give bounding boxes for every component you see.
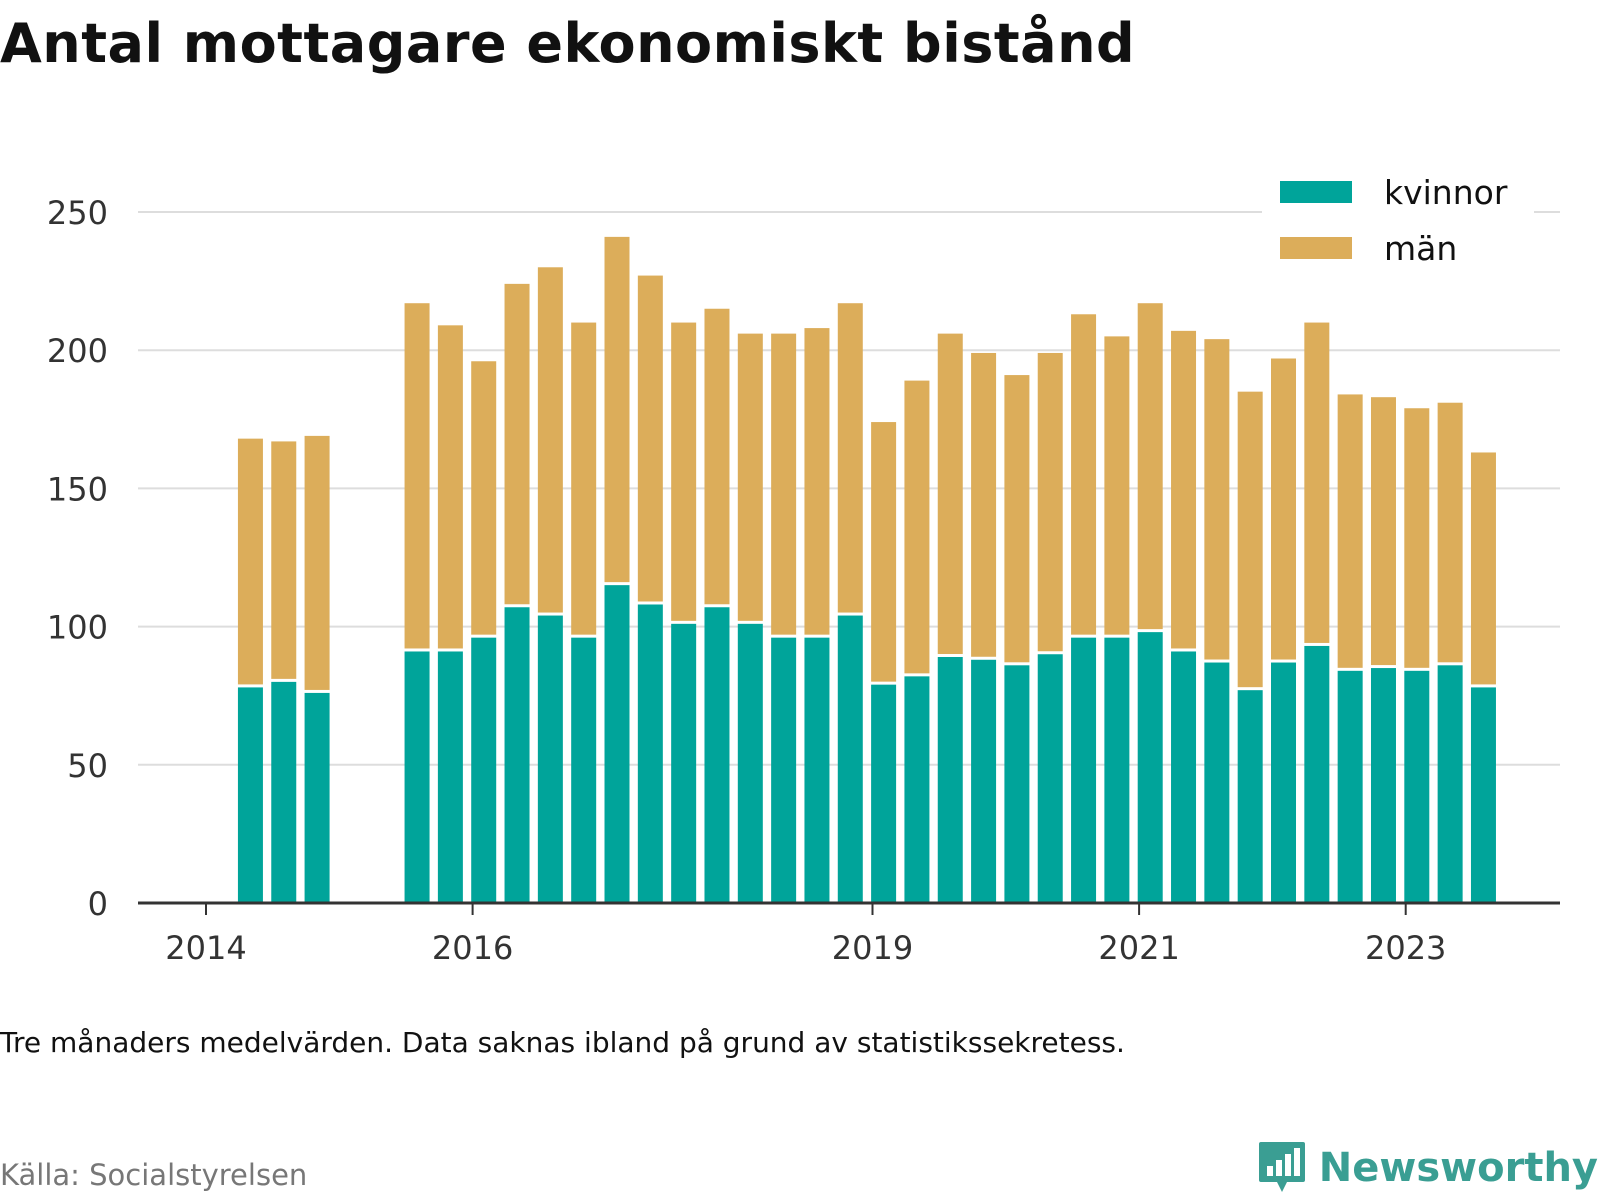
bar-kvinnor <box>1137 632 1163 903</box>
bar-man <box>237 438 263 685</box>
legend-swatch <box>1280 237 1352 259</box>
bar-kvinnor <box>537 615 563 903</box>
bar-kvinnor <box>237 687 263 903</box>
bar-man <box>671 322 697 621</box>
bar-kvinnor <box>1437 665 1463 903</box>
bar-man <box>1171 330 1197 649</box>
y-tick-label: 100 <box>47 609 108 647</box>
bar-kvinnor <box>271 681 297 903</box>
bar-kvinnor <box>1204 662 1230 903</box>
x-axis: 2014 2016 2019 2021 2023 <box>138 901 1560 967</box>
bar-kvinnor <box>804 637 830 903</box>
legend: kvinnor män <box>1262 173 1534 282</box>
x-tick-label: 2016 <box>432 929 513 967</box>
y-tick-label: 50 <box>67 747 108 785</box>
y-tick-label: 150 <box>47 470 108 508</box>
bar-kvinnor <box>1104 637 1130 903</box>
legend-label: män <box>1384 229 1457 268</box>
chart-title: Antal mottagare ekonomiskt bistånd <box>0 12 1136 75</box>
bar-man <box>404 303 430 649</box>
chart-caption: Tre månaders medelvärden. Data saknas ib… <box>0 1026 1125 1059</box>
bar-man <box>604 236 630 583</box>
brand-logo: Newsworthy <box>1257 1140 1598 1196</box>
bar-man <box>1437 402 1463 663</box>
bar-man <box>637 275 663 602</box>
x-tick-label: 2023 <box>1365 929 1446 967</box>
bar-kvinnor <box>771 637 797 903</box>
bar-kvinnor <box>1304 645 1330 903</box>
bar-man <box>571 322 597 635</box>
x-tick-label: 2014 <box>165 929 246 967</box>
bar-kvinnor <box>1337 670 1363 903</box>
brand-name: Newsworthy <box>1318 1145 1598 1191</box>
bar-kvinnor <box>1171 651 1197 903</box>
bar-kvinnor <box>704 607 730 903</box>
bar-man <box>1304 322 1330 643</box>
bar-kvinnor <box>504 607 530 903</box>
newsworthy-logo-icon <box>1258 1142 1305 1192</box>
legend-swatch <box>1280 181 1352 203</box>
bar-man <box>1004 375 1030 663</box>
bar-man <box>1071 314 1097 635</box>
bar-man <box>1337 394 1363 668</box>
bar-man <box>937 333 963 655</box>
bar-kvinnor <box>671 623 697 903</box>
bar-man <box>1104 336 1130 635</box>
bar-kvinnor <box>604 585 630 903</box>
bar-man <box>904 380 930 674</box>
bar-kvinnor <box>1071 637 1097 903</box>
bar-kvinnor <box>1470 687 1496 903</box>
bars <box>237 236 1496 903</box>
bar-man <box>771 333 797 635</box>
y-tick-label: 200 <box>47 332 108 370</box>
bar-man <box>1404 408 1430 668</box>
bar-kvinnor <box>904 676 930 903</box>
bar-man <box>1470 452 1496 685</box>
bar-kvinnor <box>404 651 430 903</box>
bar-kvinnor <box>471 637 497 903</box>
bar-man <box>304 435 330 690</box>
bar-man <box>504 283 530 605</box>
y-tick-label: 250 <box>47 194 108 232</box>
bar-kvinnor <box>971 659 997 903</box>
bar-man <box>437 325 463 649</box>
x-tick-label: 2019 <box>832 929 913 967</box>
bar-man <box>1271 358 1297 660</box>
bar-kvinnor <box>1237 690 1263 903</box>
bar-man <box>1037 352 1063 652</box>
bar-man <box>871 422 897 682</box>
source-note: Källa: Socialstyrelsen <box>0 1158 308 1192</box>
stacked-bar-chart: 0 50 100 150 200 250 2014 2016 2019 2021 2023 kvi… <box>47 173 1560 967</box>
bar-kvinnor <box>1004 665 1030 903</box>
bar-man <box>804 328 830 635</box>
bar-man <box>837 303 863 613</box>
bar-man <box>971 352 997 657</box>
bar-kvinnor <box>637 604 663 903</box>
bar-kvinnor <box>304 692 330 903</box>
bar-kvinnor <box>937 657 963 903</box>
bar-kvinnor <box>871 684 897 903</box>
bar-man <box>1370 397 1396 666</box>
bar-man <box>737 333 763 621</box>
bar-man <box>1137 303 1163 630</box>
bar-kvinnor <box>737 623 763 903</box>
bar-man <box>471 361 497 635</box>
bar-man <box>271 441 297 679</box>
legend-label: kvinnor <box>1384 173 1508 212</box>
bar-kvinnor <box>437 651 463 903</box>
bar-kvinnor <box>1271 662 1297 903</box>
bar-man <box>704 308 730 605</box>
bar-kvinnor <box>1037 654 1063 903</box>
bar-kvinnor <box>1370 668 1396 903</box>
y-tick-label: 0 <box>88 885 108 923</box>
bar-man <box>537 267 563 613</box>
bar-man <box>1204 339 1230 660</box>
y-axis: 0 50 100 150 200 250 <box>47 194 108 923</box>
bar-kvinnor <box>837 615 863 903</box>
bar-kvinnor <box>1404 670 1430 903</box>
bar-kvinnor <box>571 637 597 903</box>
bar-man <box>1237 391 1263 688</box>
x-tick-label: 2021 <box>1098 929 1179 967</box>
